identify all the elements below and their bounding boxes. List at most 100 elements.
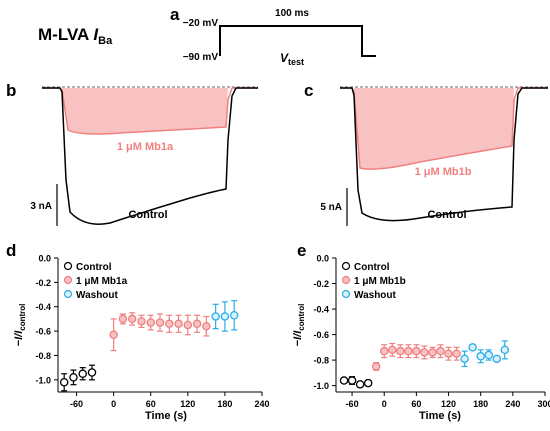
data-point-1-m-mb1b [420, 348, 429, 357]
data-point-1-m-mb1a [174, 319, 183, 329]
data-point-washout [476, 352, 485, 361]
figure-title: M-LVA IBa [38, 25, 113, 47]
data-point-control [347, 376, 357, 385]
traces-b: 1 μM Mb1a Control 3 nA [30, 86, 258, 226]
data-point-washout [492, 354, 502, 364]
control-trace-b [42, 87, 258, 225]
y-tick-label: -0.8 [313, 356, 329, 366]
timecourse-chart-d: -1.0-0.8-0.6-0.4-0.20.0 -60 0 60 120 180 240 … [13, 254, 270, 423]
x-tick-label: 60 [411, 399, 421, 409]
legend-label-control-d: Control [76, 262, 112, 273]
data-point-1-m-mb1b [404, 346, 413, 356]
data-point-control [87, 368, 97, 377]
y-tick-label: -1.0 [313, 381, 329, 391]
y-tick-label: -1.0 [35, 375, 51, 385]
data-point-control [59, 378, 69, 387]
x-tick-label: 240 [505, 399, 520, 409]
data-point-control [69, 373, 78, 382]
x-tick-label: 300 [537, 399, 550, 409]
legend-marker-washout-d [63, 289, 73, 299]
panel-e-letter: e [297, 241, 306, 260]
panel-d-letter: d [6, 241, 16, 260]
data-point-washout [460, 354, 469, 364]
x-tick-label: 0 [382, 399, 387, 409]
data-point-1-m-mb1a [118, 314, 128, 324]
data-point-washout [468, 343, 477, 352]
data-point-washout [500, 345, 510, 355]
y-tick-label: 0.0 [316, 254, 329, 264]
data-point-1-m-mb1a [183, 320, 193, 330]
x-ticks-e: -60 0 60 120 180 240 300 [346, 392, 550, 409]
x-ticks-d: -60 0 60 120 180 240 [70, 392, 270, 409]
protocol-duration: 100 ms [275, 8, 309, 19]
data-point-1-m-mb1a [202, 321, 211, 331]
data-point-1-m-mb1b [412, 346, 421, 356]
data-point-control [339, 376, 349, 385]
mb1a-trace [42, 87, 258, 135]
data-point-washout [229, 311, 239, 320]
data-point-1-m-mb1a [155, 318, 165, 327]
data-point-1-m-mb1a [165, 319, 174, 329]
y-tick-label: 0.0 [38, 254, 51, 264]
y-tick-label: -0.4 [313, 305, 329, 315]
protocol-step-line [219, 25, 376, 57]
legend-label-washout-d: Washout [76, 290, 119, 301]
data-point-1-m-mb1b [436, 346, 445, 356]
data-point-control [78, 369, 87, 378]
mb1b-trace [340, 87, 548, 170]
mb1a-fill [62, 88, 228, 134]
data-point-1-m-mb1b [396, 346, 405, 356]
y-ticks-d: -1.0 -0.8 -0.6 -0.4 -0.2 0.0 [35, 254, 58, 385]
data-point-1-m-mb1a [146, 318, 155, 327]
data-points-e [339, 340, 510, 389]
x-tick-label: -60 [70, 399, 83, 409]
control-trace-label-c: Control [427, 209, 466, 221]
x-tick-label: 120 [180, 399, 195, 409]
y-tick-label: -0.6 [35, 327, 51, 337]
legend-marker-control-e [341, 261, 351, 271]
data-point-1-m-mb1b [371, 362, 381, 371]
y-tick-label: -0.8 [35, 351, 51, 361]
data-point-control [355, 380, 365, 389]
protocol-vtest-label: Vtest [280, 51, 304, 67]
legend-label-washout-e: Washout [354, 290, 397, 301]
x-tick-label: 180 [473, 399, 488, 409]
x-tick-label: 60 [146, 399, 156, 409]
data-point-1-m-mb1a [192, 319, 202, 329]
y-axis-label-e: −I/Icontrol [292, 304, 306, 347]
panel-b-letter: b [6, 81, 16, 100]
data-point-washout [211, 312, 220, 321]
y-axis-label-d: −I/Icontrol [13, 304, 27, 347]
x-axis-label-d: Time (s) [145, 410, 187, 422]
x-tick-label: 240 [254, 399, 269, 409]
protocol-v-high: −20 mV [183, 18, 219, 29]
mb1a-trace-label: 1 μM Mb1a [117, 141, 174, 153]
control-trace-c [340, 87, 548, 222]
voltage-protocol: −20 mV −90 mV 100 ms Vtest [183, 8, 376, 67]
data-point-control [363, 378, 373, 388]
y-tick-label: -0.6 [313, 330, 329, 340]
data-point-1-m-mb1a [127, 314, 137, 324]
legend-label-mb1a: 1 μM Mb1a [76, 276, 128, 287]
x-tick-label: 0 [111, 399, 116, 409]
x-tick-label: -60 [346, 399, 359, 409]
data-point-1-m-mb1b [428, 348, 437, 357]
traces-c: 1 μM Mb1b Control 5 nA [320, 86, 548, 226]
data-point-1-m-mb1b [444, 349, 453, 358]
x-tick-label: 180 [217, 399, 232, 409]
legend-label-control-e: Control [354, 262, 390, 273]
timecourse-chart-e: -1.0 -0.8 -0.6 -0.4 -0.2 0.0 -60 0 60 120 180 240 3… [292, 254, 550, 423]
x-axis-label-e: Time (s) [419, 410, 461, 422]
data-points-d [59, 300, 239, 392]
legend-marker-mb1a [63, 275, 73, 285]
legend-marker-control-d [63, 261, 73, 271]
scale-bar-c-label: 5 nA [320, 202, 342, 213]
data-point-1-m-mb1b [388, 345, 397, 355]
panel-a-letter: a [170, 5, 180, 24]
data-point-washout [220, 312, 230, 321]
y-tick-label: -0.2 [35, 278, 51, 288]
y-ticks-e: -1.0 -0.8 -0.6 -0.4 -0.2 0.0 [313, 254, 336, 391]
legend-marker-mb1b [341, 275, 351, 285]
legend-label-mb1b: 1 μM Mb1b [354, 276, 406, 287]
